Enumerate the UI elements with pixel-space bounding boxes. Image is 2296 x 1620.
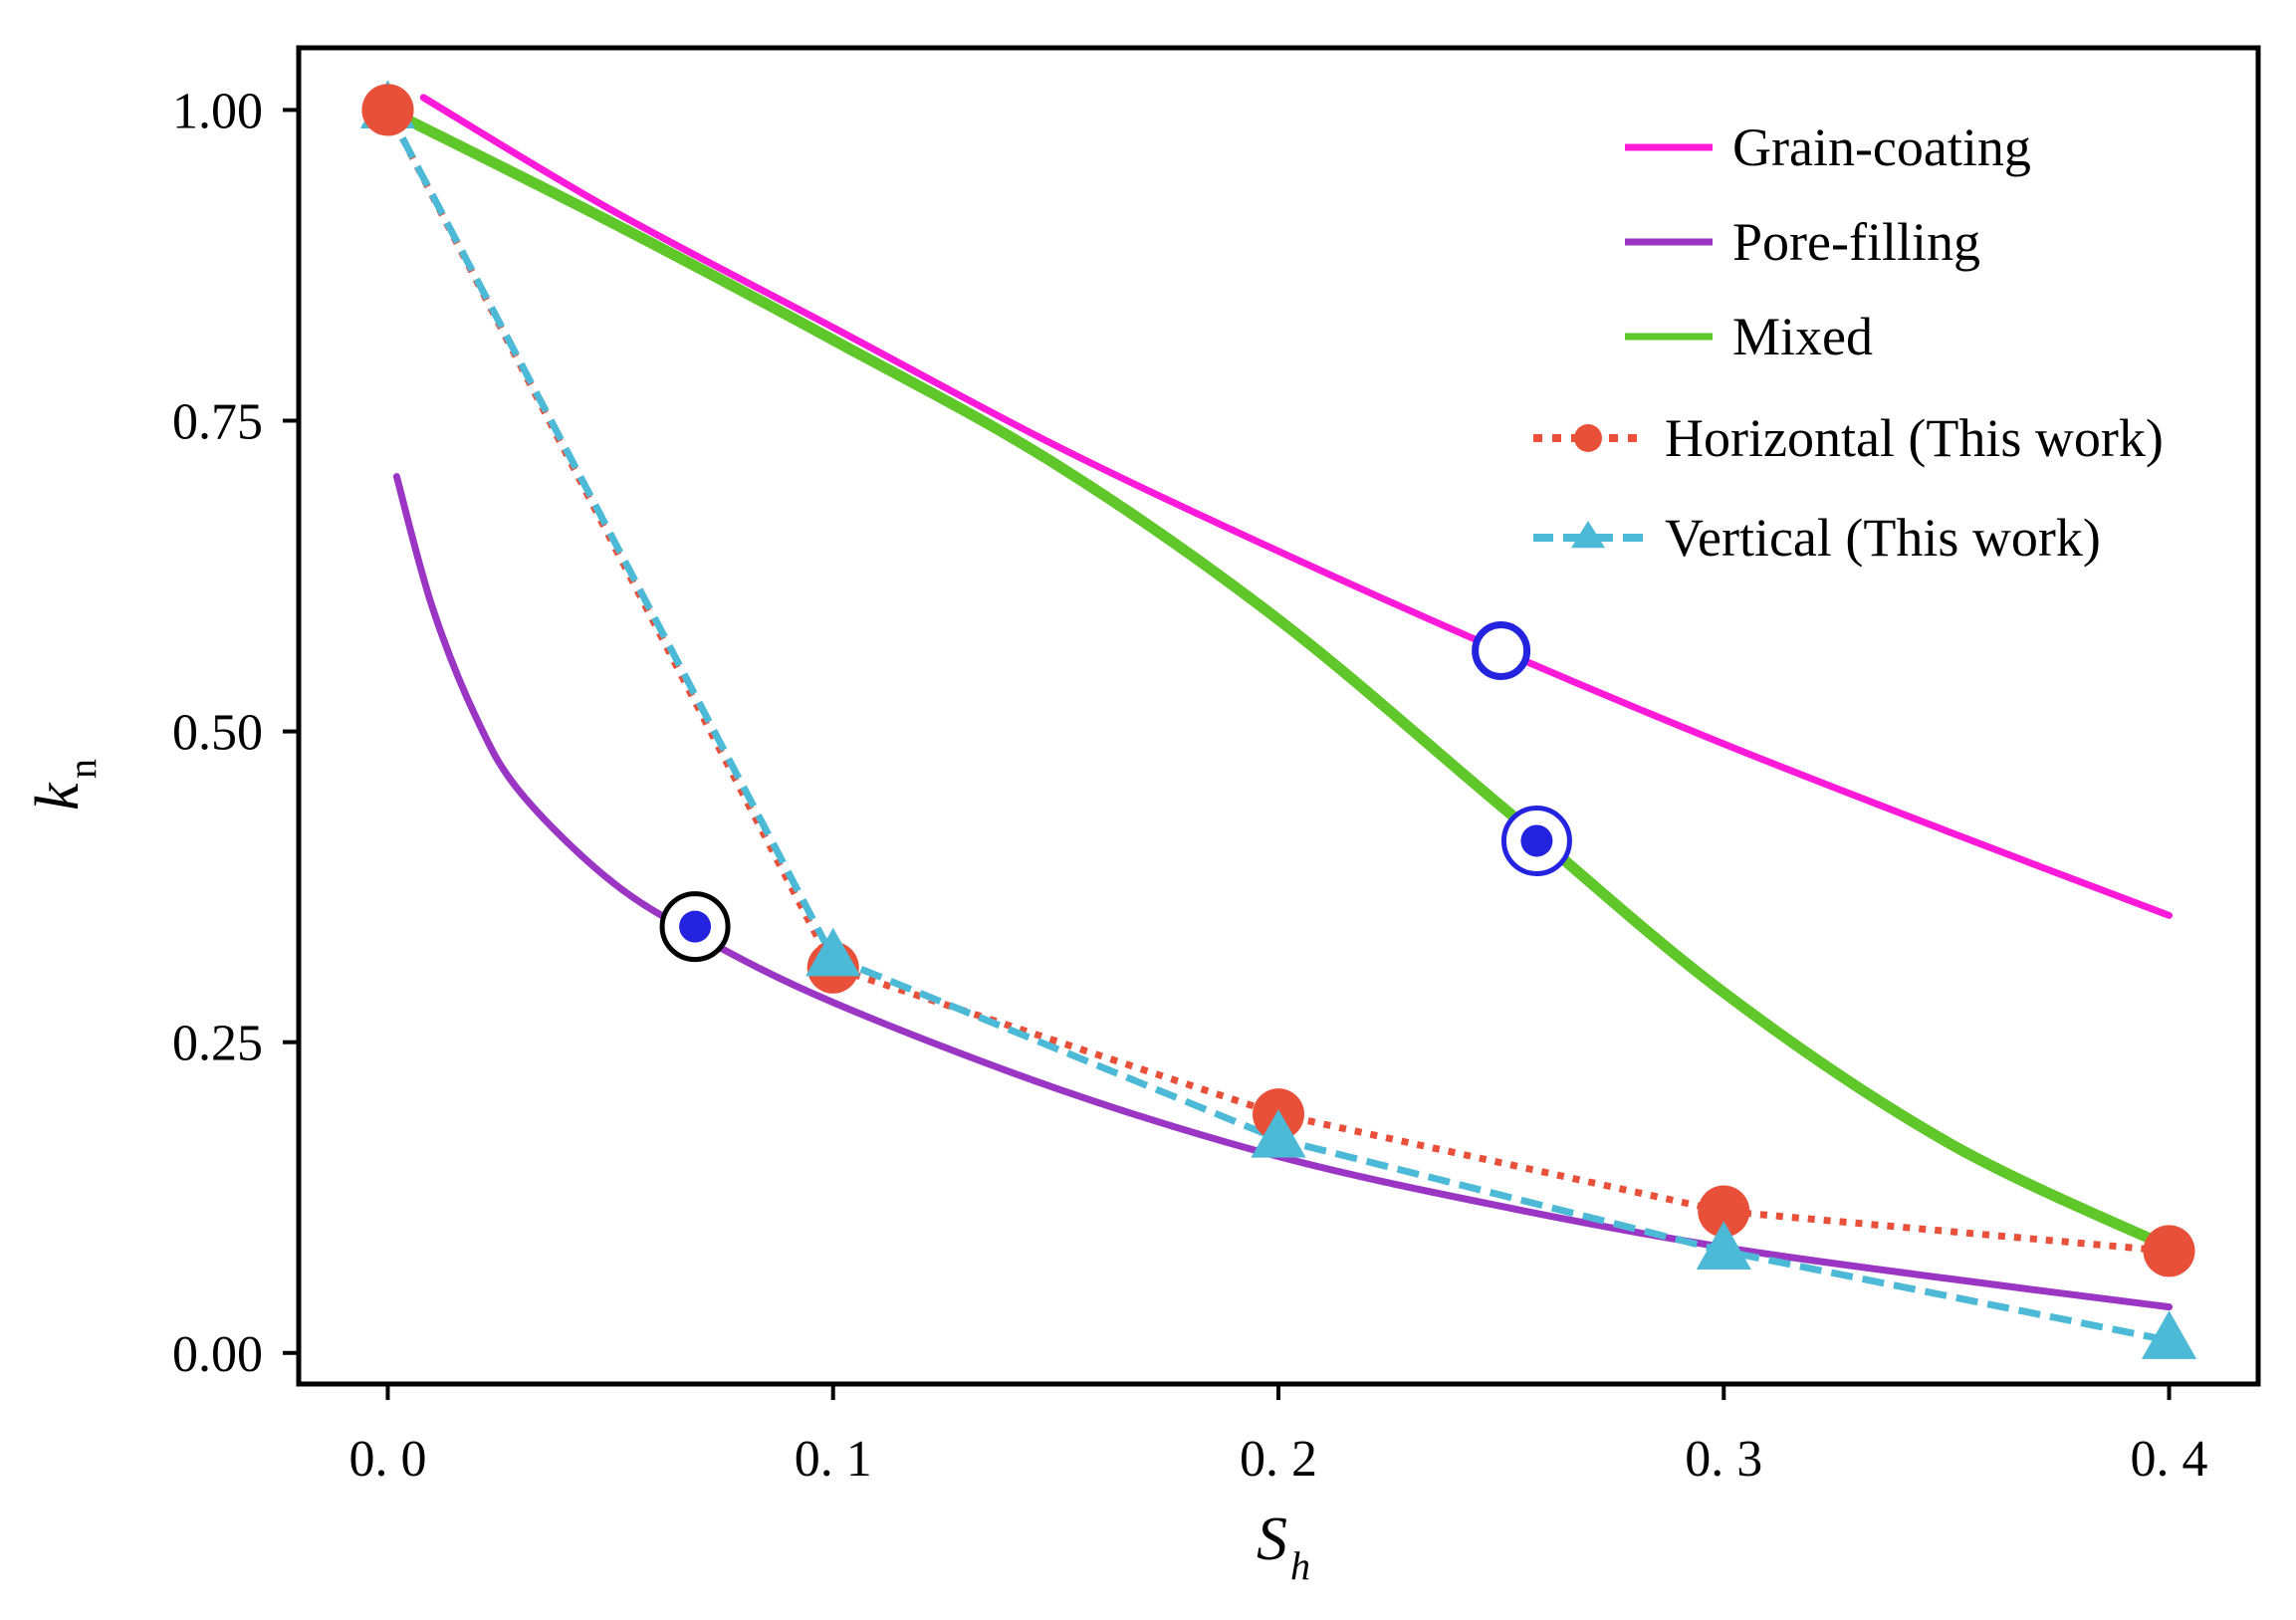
marker-horizontal-first-top xyxy=(361,84,414,136)
marker-vertical-this-work-3 xyxy=(1696,1221,1751,1271)
y-tick-label-1: 0.25 xyxy=(172,1016,263,1072)
annotation-open-ring-0 xyxy=(1472,620,1531,680)
marker-vertical-this-work-2 xyxy=(1251,1109,1306,1158)
legend-marker-vertical-this-work xyxy=(1571,521,1605,549)
y-axis-label-sub: n xyxy=(60,759,105,779)
markers-layer xyxy=(359,80,2197,1359)
legend-label-mixed: Mixed xyxy=(1732,307,1873,366)
marker-vertical-this-work-1 xyxy=(805,927,861,977)
legend-label-grain-coating: Grain-coating xyxy=(1732,117,2031,177)
annotations-layer xyxy=(659,620,1572,963)
marker-horizontal-this-work-4 xyxy=(2143,1225,2195,1277)
series-line-mixed xyxy=(381,104,2176,1254)
x-tick-label-0: 0. 0 xyxy=(348,1431,426,1488)
marker-horizontal-this-work-3 xyxy=(1698,1185,1750,1238)
legend-label-vertical-this-work: Vertical (This work) xyxy=(1665,508,2101,568)
y-tick-label-0: 0.00 xyxy=(172,1326,263,1383)
legend-marker-horizontal-this-work xyxy=(1574,424,1602,452)
legend-label-horizontal-this-work: Horizontal (This work) xyxy=(1665,408,2164,468)
x-tick-label-4: 0. 4 xyxy=(2131,1431,2208,1488)
axes-layer: 0. 0 0. 1 0. 2 0. 3 0. 4 0.00 0.25 0.50 0.75 1.00… xyxy=(24,45,2261,1588)
series-line-horizontal-this-work xyxy=(384,108,2170,1255)
x-tick-label-2: 0. 2 xyxy=(1240,1431,1317,1488)
y-tick-label-3: 0.75 xyxy=(172,394,263,451)
legend: Grain-coating Pore-filling Mixed Horizontal… xyxy=(1533,117,2164,568)
marker-vertical-this-work-4 xyxy=(2141,1310,2197,1359)
y-axis-label-group: kn xyxy=(24,759,105,810)
y-axis-label: k xyxy=(24,782,92,810)
series-line-grain-coating xyxy=(419,94,2174,919)
annotation-dot-2 xyxy=(679,910,712,943)
legend-label-pore-filling: Pore-filling xyxy=(1732,212,1980,272)
y-tick-label-4: 1.00 xyxy=(172,83,263,139)
x-axis-label: S xyxy=(1257,1505,1287,1573)
series-line-pore-filling xyxy=(392,473,2174,1311)
x-tick-label-3: 0. 3 xyxy=(1685,1431,1762,1488)
y-tick-label-2: 0.50 xyxy=(172,705,263,762)
x-tick-label-1: 0. 1 xyxy=(795,1431,872,1488)
annotation-dot-1 xyxy=(1520,824,1553,857)
x-axis-label-sub: h xyxy=(1290,1543,1310,1588)
